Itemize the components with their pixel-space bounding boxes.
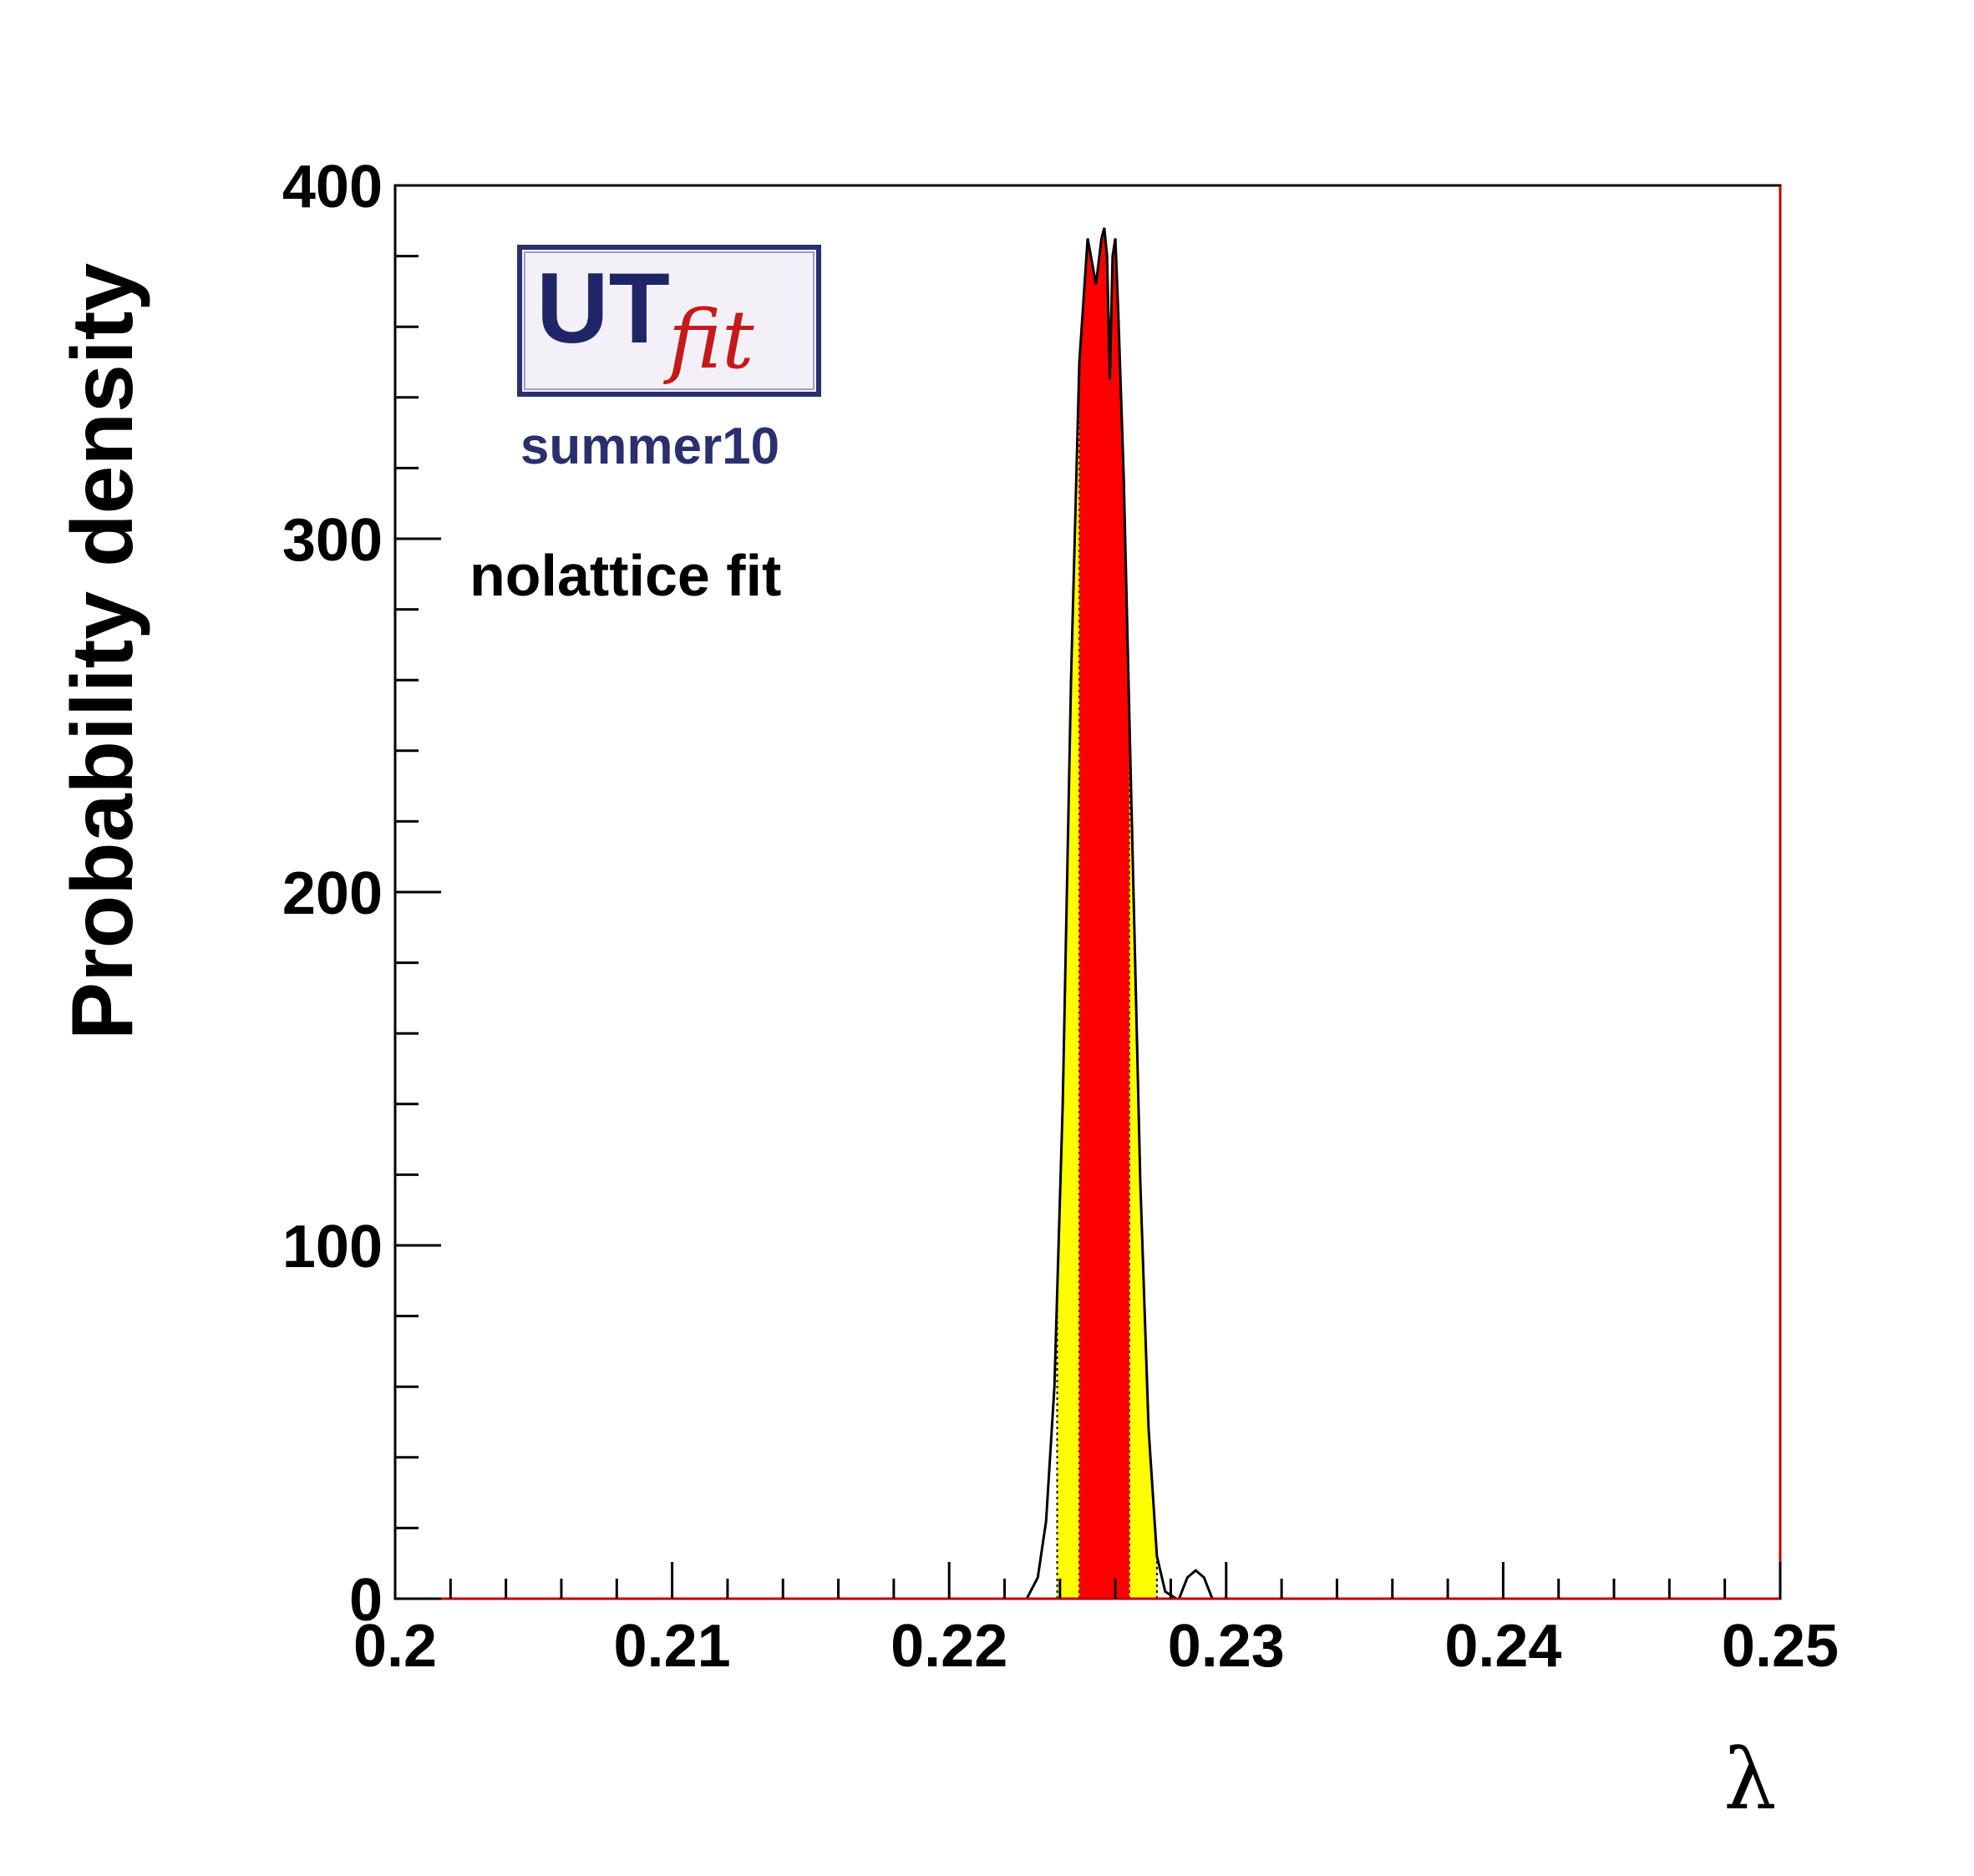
- y-axis-ticks: [395, 184, 441, 1600]
- x-axis-title: λ: [1723, 1731, 1776, 1828]
- y-tick-label: 300: [282, 507, 383, 574]
- logo-subtitle: summer10: [520, 418, 779, 475]
- x-axis-tick-labels: 0.2 0.21 0.22 0.23 0.24 0.25: [353, 1613, 1839, 1680]
- x-tick-label: 0.2: [353, 1613, 437, 1680]
- y-tick-label: 200: [282, 860, 383, 927]
- distribution-outline: [1025, 227, 1177, 1600]
- secondary-bump-outline: [1178, 1569, 1214, 1600]
- secondary-bump-line: [1178, 1569, 1214, 1600]
- interval-68-area: [1079, 227, 1129, 1599]
- y-axis-tick-labels: 0 100 200 300 400: [282, 154, 383, 1634]
- y-tick-label: 0: [349, 1567, 383, 1634]
- utfit-logo: UT fit summer10: [517, 245, 821, 475]
- logo-fit-text: fit: [663, 293, 754, 387]
- x-tick-label: 0.24: [1444, 1613, 1561, 1680]
- x-tick-label: 0.23: [1168, 1613, 1285, 1680]
- y-tick-label: 400: [282, 154, 383, 221]
- logo-ut-text: UT: [536, 252, 670, 364]
- x-tick-label: 0.22: [891, 1613, 1007, 1680]
- distribution-line: [1025, 227, 1177, 1600]
- x-tick-label: 0.25: [1722, 1613, 1839, 1680]
- fit-annotation: nolattice fit: [469, 543, 781, 608]
- interval-68-band: [1079, 227, 1129, 1599]
- x-axis-ticks: [393, 1562, 1782, 1599]
- y-tick-label: 100: [282, 1214, 383, 1280]
- x-tick-label: 0.21: [614, 1613, 731, 1680]
- y-axis-title: Probability density: [54, 263, 151, 1041]
